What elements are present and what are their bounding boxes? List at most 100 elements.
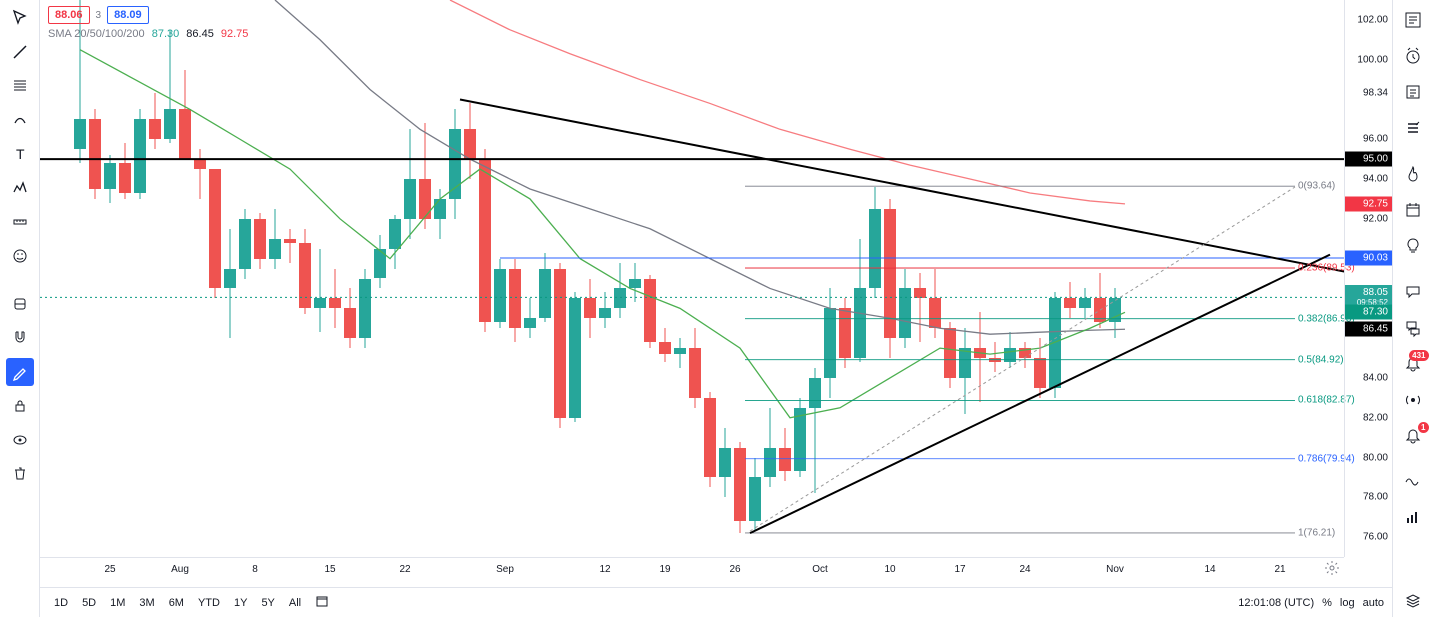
sma-v3: 92.75	[221, 28, 249, 40]
lock-tool[interactable]	[6, 392, 34, 420]
chat-icon[interactable]	[1397, 276, 1429, 308]
price-box-1: 88.06	[48, 6, 90, 24]
price-tick: 98.34	[1363, 87, 1388, 98]
price-axis-label: 86.45	[1345, 322, 1392, 337]
measure-tool[interactable]	[6, 290, 34, 318]
ruler-tool[interactable]	[6, 208, 34, 236]
time-axis[interactable]: 25 Aug 8 15 22 Sep 12 19 26 Oct 10 17 24 Nov 14 21	[40, 557, 1344, 587]
tf-1M[interactable]: 1M	[104, 594, 131, 612]
magnet-tool[interactable]	[6, 324, 34, 352]
sma-label: SMA 20/50/100/200	[48, 28, 145, 40]
price-tick: 102.00	[1357, 14, 1388, 25]
fib-label: 1(76.21)	[1298, 527, 1335, 538]
wave-icon[interactable]	[1397, 466, 1429, 498]
calendar-picker-icon[interactable]	[309, 591, 335, 614]
time-tick: 21	[1274, 564, 1285, 575]
time-tick: 19	[659, 564, 670, 575]
tf-5D[interactable]: 5D	[76, 594, 102, 612]
time-tick: 12	[599, 564, 610, 575]
chart-area: 88.06 3 88.09 SMA 20/50/100/200 87.30 86…	[40, 0, 1392, 617]
bottom-bar: 1D5D1M3M6MYTD1Y5YAll 12:01:08 (UTC) % lo…	[40, 587, 1392, 617]
price-box-2: 88.09	[107, 6, 149, 24]
timeframe-label: 3	[96, 10, 102, 21]
price-axis-label: 90.03	[1345, 251, 1392, 266]
tf-3M[interactable]: 3M	[133, 594, 160, 612]
time-tick: Aug	[171, 564, 189, 575]
cursor-tool[interactable]	[6, 4, 34, 32]
price-axis[interactable]: 76.00 78.00 80.00 82.00 84.00 92.00 94.00 96.00…	[1344, 0, 1392, 557]
sma-v1: 87.30	[152, 28, 180, 40]
pencil-tool[interactable]	[6, 358, 34, 386]
footer-log[interactable]: log	[1340, 597, 1355, 609]
bell-icon[interactable]: 431	[1397, 348, 1429, 380]
time-tick: 25	[104, 564, 115, 575]
time-tick: 15	[324, 564, 335, 575]
text-tool[interactable]: T	[6, 140, 34, 168]
stream-icon[interactable]	[1397, 384, 1429, 416]
price-tick: 78.00	[1363, 492, 1388, 503]
time-tick: 14	[1204, 564, 1215, 575]
price-tick: 96.00	[1363, 134, 1388, 145]
alert-icon[interactable]: 1	[1397, 420, 1429, 452]
time-tick: 26	[729, 564, 740, 575]
time-tick: 24	[1019, 564, 1030, 575]
idea-icon[interactable]	[1397, 230, 1429, 262]
price-tick: 100.00	[1357, 54, 1388, 65]
fib-label: 0.5(84.92)	[1298, 354, 1344, 365]
list-icon[interactable]	[1397, 112, 1429, 144]
sma-v2: 86.45	[186, 28, 214, 40]
time-tick: Sep	[496, 564, 514, 575]
right-toolbar: 431 1	[1392, 0, 1432, 617]
time-tick: Oct	[812, 564, 828, 575]
time-tick: 22	[399, 564, 410, 575]
main-chart[interactable]: 0(93.64)0.236(89.53)0.382(86.98)0.5(84.9…	[40, 0, 1344, 557]
price-tick: 92.00	[1363, 213, 1388, 224]
price-axis-label: 92.75	[1345, 196, 1392, 211]
trendline-tool[interactable]	[6, 38, 34, 66]
emoji-tool[interactable]	[6, 242, 34, 270]
bell-badge: 431	[1409, 350, 1428, 361]
svg-text:T: T	[16, 146, 25, 162]
time-tick: 10	[884, 564, 895, 575]
alert-badge: 1	[1418, 422, 1428, 433]
fire-icon[interactable]	[1397, 158, 1429, 190]
price-tick: 80.00	[1363, 452, 1388, 463]
time-tick: 8	[252, 564, 258, 575]
tf-1D[interactable]: 1D	[48, 594, 74, 612]
price-tick: 76.00	[1363, 532, 1388, 543]
fib-label: 0(93.64)	[1298, 181, 1335, 192]
price-tick: 84.00	[1363, 372, 1388, 383]
axis-gear-icon[interactable]	[1324, 560, 1340, 579]
sma-row: SMA 20/50/100/200 87.30 86.45 92.75	[48, 28, 248, 40]
tf-6M[interactable]: 6M	[163, 594, 190, 612]
footer-pct[interactable]: %	[1322, 597, 1332, 609]
time-tick: 17	[954, 564, 965, 575]
tf-1Y[interactable]: 1Y	[228, 594, 253, 612]
trash-tool[interactable]	[6, 460, 34, 488]
eye-tool[interactable]	[6, 426, 34, 454]
tf-All[interactable]: All	[283, 594, 307, 612]
price-tick: 82.00	[1363, 412, 1388, 423]
stack-icon[interactable]	[1397, 585, 1429, 617]
time-tick: Nov	[1106, 564, 1124, 575]
fib-tool[interactable]	[6, 72, 34, 100]
news-icon[interactable]	[1397, 76, 1429, 108]
footer-right: 12:01:08 (UTC) % log auto	[1238, 597, 1384, 609]
left-toolbar: T	[0, 0, 40, 617]
tf-5Y[interactable]: 5Y	[255, 594, 280, 612]
alarm-icon[interactable]	[1397, 40, 1429, 72]
price-tick: 94.00	[1363, 174, 1388, 185]
watchlist-icon[interactable]	[1397, 4, 1429, 36]
pattern-tool[interactable]	[6, 174, 34, 202]
calendar-icon[interactable]	[1397, 194, 1429, 226]
bars-icon[interactable]	[1397, 502, 1429, 534]
tf-YTD[interactable]: YTD	[192, 594, 226, 612]
price-axis-label: 87.30	[1345, 305, 1392, 320]
footer-time: 12:01:08 (UTC)	[1238, 597, 1314, 609]
footer-auto[interactable]: auto	[1363, 597, 1384, 609]
brush-tool[interactable]	[6, 106, 34, 134]
header-row: 88.06 3 88.09	[48, 6, 149, 24]
timeframe-buttons: 1D5D1M3M6MYTD1Y5YAll	[48, 591, 335, 614]
chat2-icon[interactable]	[1397, 312, 1429, 344]
price-axis-label: 95.00	[1345, 152, 1392, 167]
